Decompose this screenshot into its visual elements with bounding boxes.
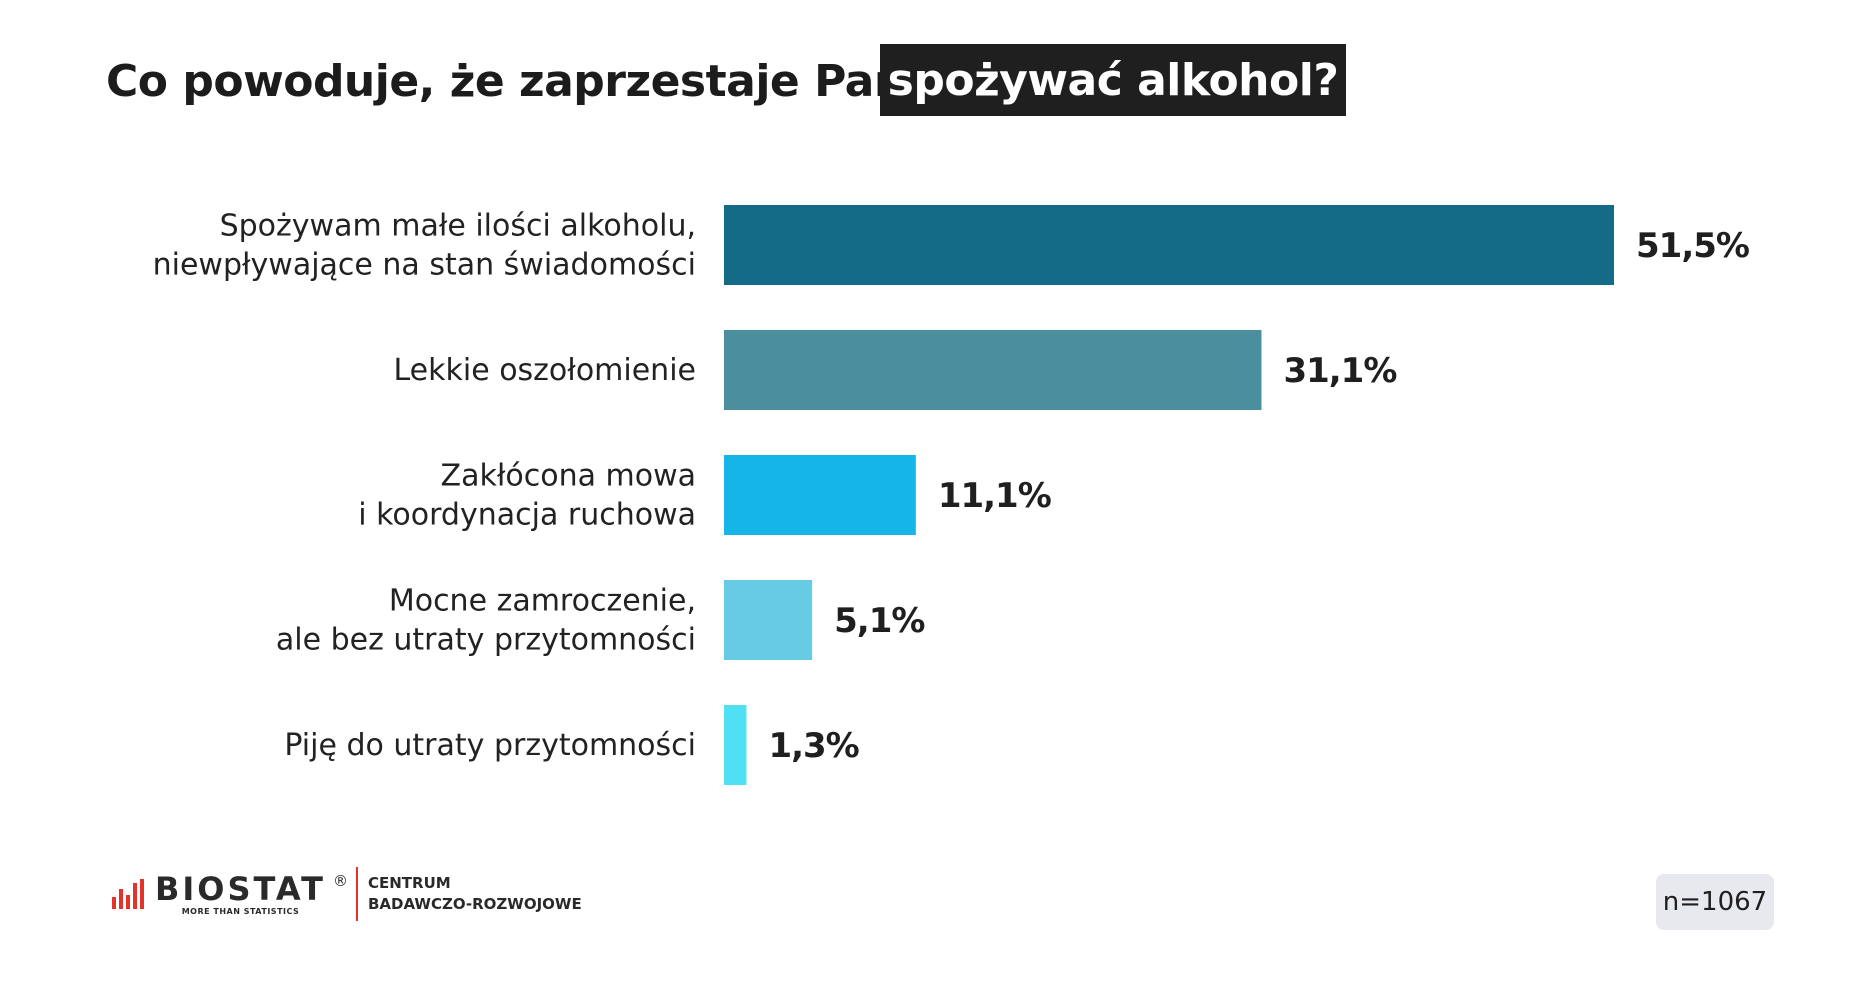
category-label-1: Spożywam małe ilości alkoholu, niewpływaj… [153,209,696,283]
bar-1 [724,205,1614,285]
value-label-2: 31,1% [1283,351,1396,391]
logo-registered: ® [333,871,348,890]
chart-title: Co powoduje, że zaprzestaje Pan/i [106,56,935,107]
category-label-5-line-1: Piję do utraty przytomności [284,728,696,763]
category-label-3-line-2: i koordynacja ruchowa [358,498,696,533]
logo-centre-text: CENTRUM BADAWCZO-ROZWOJOWE [368,873,582,915]
category-label-1-line-1: Spożywam małe ilości alkoholu, [220,209,696,244]
biostat-logo: BIOSTAT ® MORE THAN STATISTICS CENTRUM BA… [112,866,582,922]
category-label-2: Lekkie oszołomienie [393,353,696,388]
value-label-4: 5,1% [834,601,924,641]
bar-2 [724,330,1262,410]
bar-3 [724,455,916,535]
bar-5 [724,705,747,785]
logo-centre-line1: CENTRUM [368,874,451,892]
category-label-4: Mocne zamroczenie, ale bez utraty przytom… [276,584,696,658]
value-label-3: 11,1% [938,476,1051,516]
value-label-1: 51,5% [1636,226,1749,266]
category-label-1-line-2: niewpływające na stan świadomości [153,248,696,283]
category-label-5: Piję do utraty przytomności [284,728,696,763]
bar-4 [724,580,813,660]
logo-wordmark: BIOSTAT ® MORE THAN STATISTICS [155,872,348,916]
category-label-4-line-2: ale bez utraty przytomności [276,623,696,658]
category-label-2-line-1: Lekkie oszołomienie [393,353,696,388]
category-label-3: Zakłócona mowa i koordynacja ruchowa [358,459,696,533]
logo-bars-icon [112,879,147,909]
value-label-5: 1,3% [768,726,858,766]
logo-tagline: MORE THAN STATISTICS [181,906,300,916]
sample-size-badge: n=1067 [1656,874,1774,930]
category-label-3-line-1: Zakłócona mowa [441,459,696,494]
logo-centre-line2: BADAWCZO-ROZWOJOWE [368,895,582,913]
logo-divider [356,867,358,921]
chart-title-highlight: spożywać alkohol? [880,44,1346,116]
category-label-4-line-1: Mocne zamroczenie, [389,584,696,619]
logo-name: BIOSTAT ® [155,872,348,905]
